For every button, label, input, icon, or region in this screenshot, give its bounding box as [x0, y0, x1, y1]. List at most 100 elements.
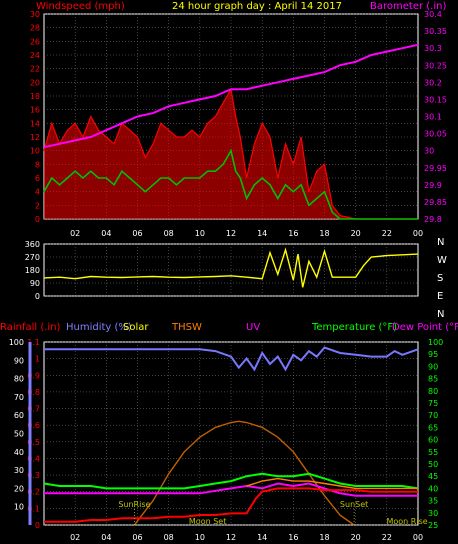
wind-y-tick: 0: [35, 215, 40, 224]
direction-panel-grid: [44, 243, 418, 297]
rain-y-tick: 0.8: [27, 388, 40, 397]
moonrise-label: Moon Rise: [386, 517, 427, 526]
humidity-line: [44, 346, 419, 372]
temp-x-tick: 18: [319, 533, 329, 542]
humidity-y-tick: 10: [14, 503, 24, 512]
barometer-y-tick: 30.4: [424, 10, 442, 19]
compass-label-s: S: [437, 273, 443, 284]
wind-x-tick: 06: [132, 229, 142, 238]
thsw-label: THSW: [171, 322, 202, 333]
wind-mean-line: [43, 148, 418, 220]
direction-y-tick: 180: [25, 266, 40, 275]
wind-x-tick: 16: [288, 229, 298, 238]
temp-y-tick: 60: [428, 436, 438, 445]
temp-x-tick: 04: [101, 533, 111, 542]
temperature-line: [43, 472, 419, 490]
wind-y-tick: 20: [30, 78, 40, 87]
wind-y-tick: 26: [30, 37, 40, 46]
solar-label: Solar: [123, 322, 149, 333]
wind-y-tick: 22: [30, 65, 40, 74]
barometer-y-tick: 30: [424, 147, 434, 156]
direction-y-tick: 90: [30, 279, 40, 288]
temp-y-tick: 25: [428, 521, 438, 530]
temp-y-tick: 45: [428, 472, 438, 481]
temp-y-tick: 30: [428, 509, 438, 518]
humidity-y-tick: 100: [9, 338, 24, 347]
wind-y-tick: 16: [30, 106, 40, 115]
humidity-y-tick: 60: [14, 411, 24, 420]
temperature-label: Temperature (°F): [311, 322, 397, 333]
wind-x-tick: 18: [319, 229, 329, 238]
temp-y-tick: 75: [428, 399, 438, 408]
direction-y-tick: 0: [35, 292, 40, 301]
rain-y-tick: 0.3: [27, 471, 40, 480]
wind-y-tick: 24: [30, 51, 40, 60]
wind-x-tick: 04: [101, 229, 111, 238]
barometer-y-tick: 30.05: [424, 130, 447, 139]
compass-label-n: N: [437, 309, 444, 320]
wind-y-tick: 18: [30, 92, 40, 101]
temp-y-tick: 35: [428, 497, 438, 506]
temp-x-tick: 20: [351, 533, 361, 542]
barometer-y-tick: 30.2: [424, 78, 442, 87]
temp-y-tick: 85: [428, 375, 438, 384]
wind-panel-ticks: 02468101214161820222426283029.829.8529.9…: [30, 10, 447, 238]
direction-panel-ticks: 0 90 180 270 360: [25, 240, 40, 301]
barometer-label: Barometer (.in): [370, 1, 446, 12]
temp-x-tick: 10: [195, 533, 205, 542]
humidity-y-tick: 20: [14, 484, 24, 493]
direction-y-tick: 360: [25, 240, 40, 249]
humidity-y-tick: 30: [14, 466, 24, 475]
humidity-y-tick: 90: [14, 356, 24, 365]
compass-label-e: E: [437, 291, 443, 302]
wind-y-tick: 2: [35, 201, 40, 210]
direction-y-tick: 270: [25, 253, 40, 262]
barometer-y-tick: 30.35: [424, 27, 447, 36]
temp-y-tick: 100: [428, 338, 443, 347]
temp-y-tick: 80: [428, 387, 438, 396]
wind-y-tick: 10: [30, 147, 40, 156]
temp-panel-grid: [44, 341, 418, 526]
humidity-y-tick: 50: [14, 430, 24, 439]
wind-panel-series: [43, 43, 419, 220]
barometer-y-tick: 30.25: [424, 61, 447, 70]
direction-panel-series: [43, 247, 419, 288]
rain-y-tick: 0.5: [27, 438, 40, 447]
temp-x-tick: 16: [288, 533, 298, 542]
thsw-line: [246, 477, 418, 490]
wind-x-tick: 14: [257, 229, 267, 238]
windspeed-label: Windspeed (mph): [36, 1, 125, 12]
rain-y-tick: 0.6: [27, 421, 40, 430]
wind-y-tick: 12: [30, 133, 40, 142]
graph-title: 24 hour graph day : April 14 2017: [172, 1, 342, 12]
rain-y-tick: 0.1: [27, 504, 40, 513]
wind-x-tick: 12: [226, 229, 236, 238]
barometer-y-tick: 30.3: [424, 44, 442, 53]
compass-label-w: W: [437, 255, 447, 266]
temp-y-tick: 55: [428, 448, 438, 457]
rainfall-line: [44, 487, 418, 523]
temp-x-tick: 12: [226, 533, 236, 542]
moonset-label: Moon Set: [189, 517, 226, 526]
temp-x-tick: 02: [70, 533, 80, 542]
barometer-y-tick: 29.95: [424, 164, 447, 173]
temp-x-tick: 14: [257, 533, 267, 542]
wind-y-tick: 6: [35, 174, 40, 183]
humidity-y-tick: 70: [14, 393, 24, 402]
humidity-y-tick: 40: [14, 448, 24, 457]
rain-y-tick: 0.2: [27, 488, 40, 497]
barometer-y-tick: 29.9: [424, 181, 442, 190]
uv-label: UV: [246, 322, 260, 333]
wind-x-tick: 08: [164, 229, 174, 238]
compass-label-n: N: [437, 237, 444, 248]
temp-y-tick: 90: [428, 362, 438, 371]
sun-moon-events: SunRise SunSet Moon Set Moon Rise: [118, 500, 428, 526]
rainfall-label: Rainfall (.in): [0, 322, 61, 333]
temp-y-tick: 70: [428, 411, 438, 420]
temp-x-tick: 22: [382, 533, 392, 542]
rain-y-tick: 0.4: [27, 454, 40, 463]
temp-y-tick: 40: [428, 484, 438, 493]
temp-panel-series: [43, 346, 419, 526]
